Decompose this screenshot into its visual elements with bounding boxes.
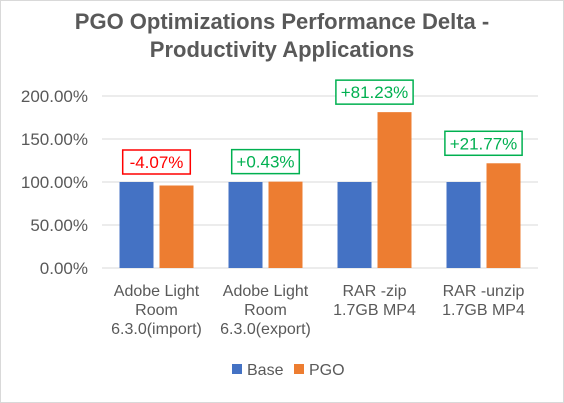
- bar-base: [446, 182, 481, 268]
- bar-base: [228, 182, 263, 268]
- x-category-label: Adobe Light: [114, 283, 200, 300]
- data-label-box: [121, 149, 192, 175]
- bar-base: [119, 182, 154, 268]
- bar-base: [337, 182, 372, 268]
- chart-title: PGO Optimizations Performance Delta - Pr…: [0, 8, 564, 64]
- x-axis-categories: Adobe Light Room 6.3.0(import) Adobe Light R…: [111, 283, 525, 338]
- data-label: +0.43%: [236, 153, 294, 172]
- x-category-label: RAR -zip: [342, 283, 406, 300]
- x-category-label: RAR -unzip: [443, 283, 525, 300]
- x-category-label: 1.7GB MP4: [442, 302, 525, 319]
- data-label: +21.77%: [450, 134, 518, 153]
- y-axis-ticks: 0.00% 50.00% 100.00% 150.00% 200.00%: [21, 87, 88, 278]
- y-tick-label: 200.00%: [21, 87, 88, 106]
- bar-pgo: [486, 163, 521, 268]
- x-category-label: Room: [135, 302, 178, 319]
- chart-title-line-2: Productivity Applications: [149, 37, 415, 62]
- x-category-label: Adobe Light: [223, 283, 309, 300]
- data-label: -4.07%: [130, 153, 184, 172]
- chart-title-line-1: PGO Optimizations Performance Delta -: [74, 9, 490, 34]
- legend-swatch: [294, 364, 304, 374]
- bars: [119, 112, 521, 268]
- data-label: +81.23%: [341, 83, 409, 102]
- bar-pgo: [377, 112, 412, 268]
- y-tick-label: 150.00%: [21, 130, 88, 149]
- legend-label: PGO: [309, 362, 345, 379]
- data-label-box: [444, 130, 523, 157]
- x-category-label: Room: [244, 302, 287, 319]
- y-tick-label: 100.00%: [21, 173, 88, 192]
- y-tick-label: 0.00%: [40, 259, 88, 278]
- data-label-box: [230, 148, 301, 175]
- bar-pgo: [268, 181, 303, 268]
- legend-swatch: [232, 364, 242, 374]
- y-tick-label: 50.00%: [30, 216, 88, 235]
- data-labels: -4.07% +0.43% +81.23% +21.77%: [121, 79, 523, 175]
- x-category-label: 6.3.0(export): [220, 321, 311, 338]
- bar-pgo: [159, 185, 194, 268]
- legend-label: Base: [247, 362, 284, 379]
- legend: Base PGO: [232, 362, 345, 379]
- data-label-box: [335, 79, 414, 105]
- x-category-label: 6.3.0(import): [111, 321, 202, 338]
- x-category-label: 1.7GB MP4: [333, 302, 416, 319]
